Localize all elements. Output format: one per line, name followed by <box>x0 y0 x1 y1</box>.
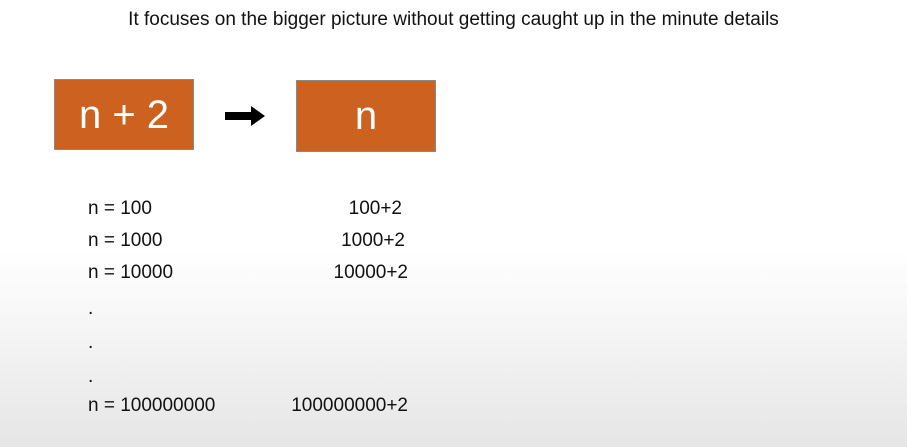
n-plus-2-value: 10000+2 <box>333 262 409 283</box>
value-row: n = 100000000 100000000+2 <box>88 394 408 418</box>
n-plus-2-value: 1000+2 <box>341 230 405 251</box>
right-arrow-icon <box>225 106 265 126</box>
value-row: n = 100 100+2 <box>88 197 402 221</box>
expression-box-n: n <box>296 80 436 152</box>
ellipsis-dot: . <box>88 366 94 387</box>
expression-box-n-plus-2: n + 2 <box>54 79 194 150</box>
expression-label: n <box>354 94 378 138</box>
value-row: n = 10000 10000+2 <box>88 261 408 285</box>
expression-label: n + 2 <box>78 92 170 137</box>
n-value: n = 1000 <box>88 230 163 251</box>
n-value: n = 100000000 <box>88 395 216 416</box>
ellipsis-dot: . <box>88 298 94 319</box>
n-value: n = 100 <box>88 198 152 219</box>
n-plus-2-value: 100+2 <box>348 198 402 219</box>
slide-heading: It focuses on the bigger picture without… <box>128 9 779 30</box>
ellipsis-dot: . <box>88 332 94 353</box>
value-row: n = 1000 1000+2 <box>88 229 405 253</box>
n-plus-2-value: 100000000+2 <box>291 395 408 416</box>
n-value: n = 10000 <box>88 262 174 283</box>
